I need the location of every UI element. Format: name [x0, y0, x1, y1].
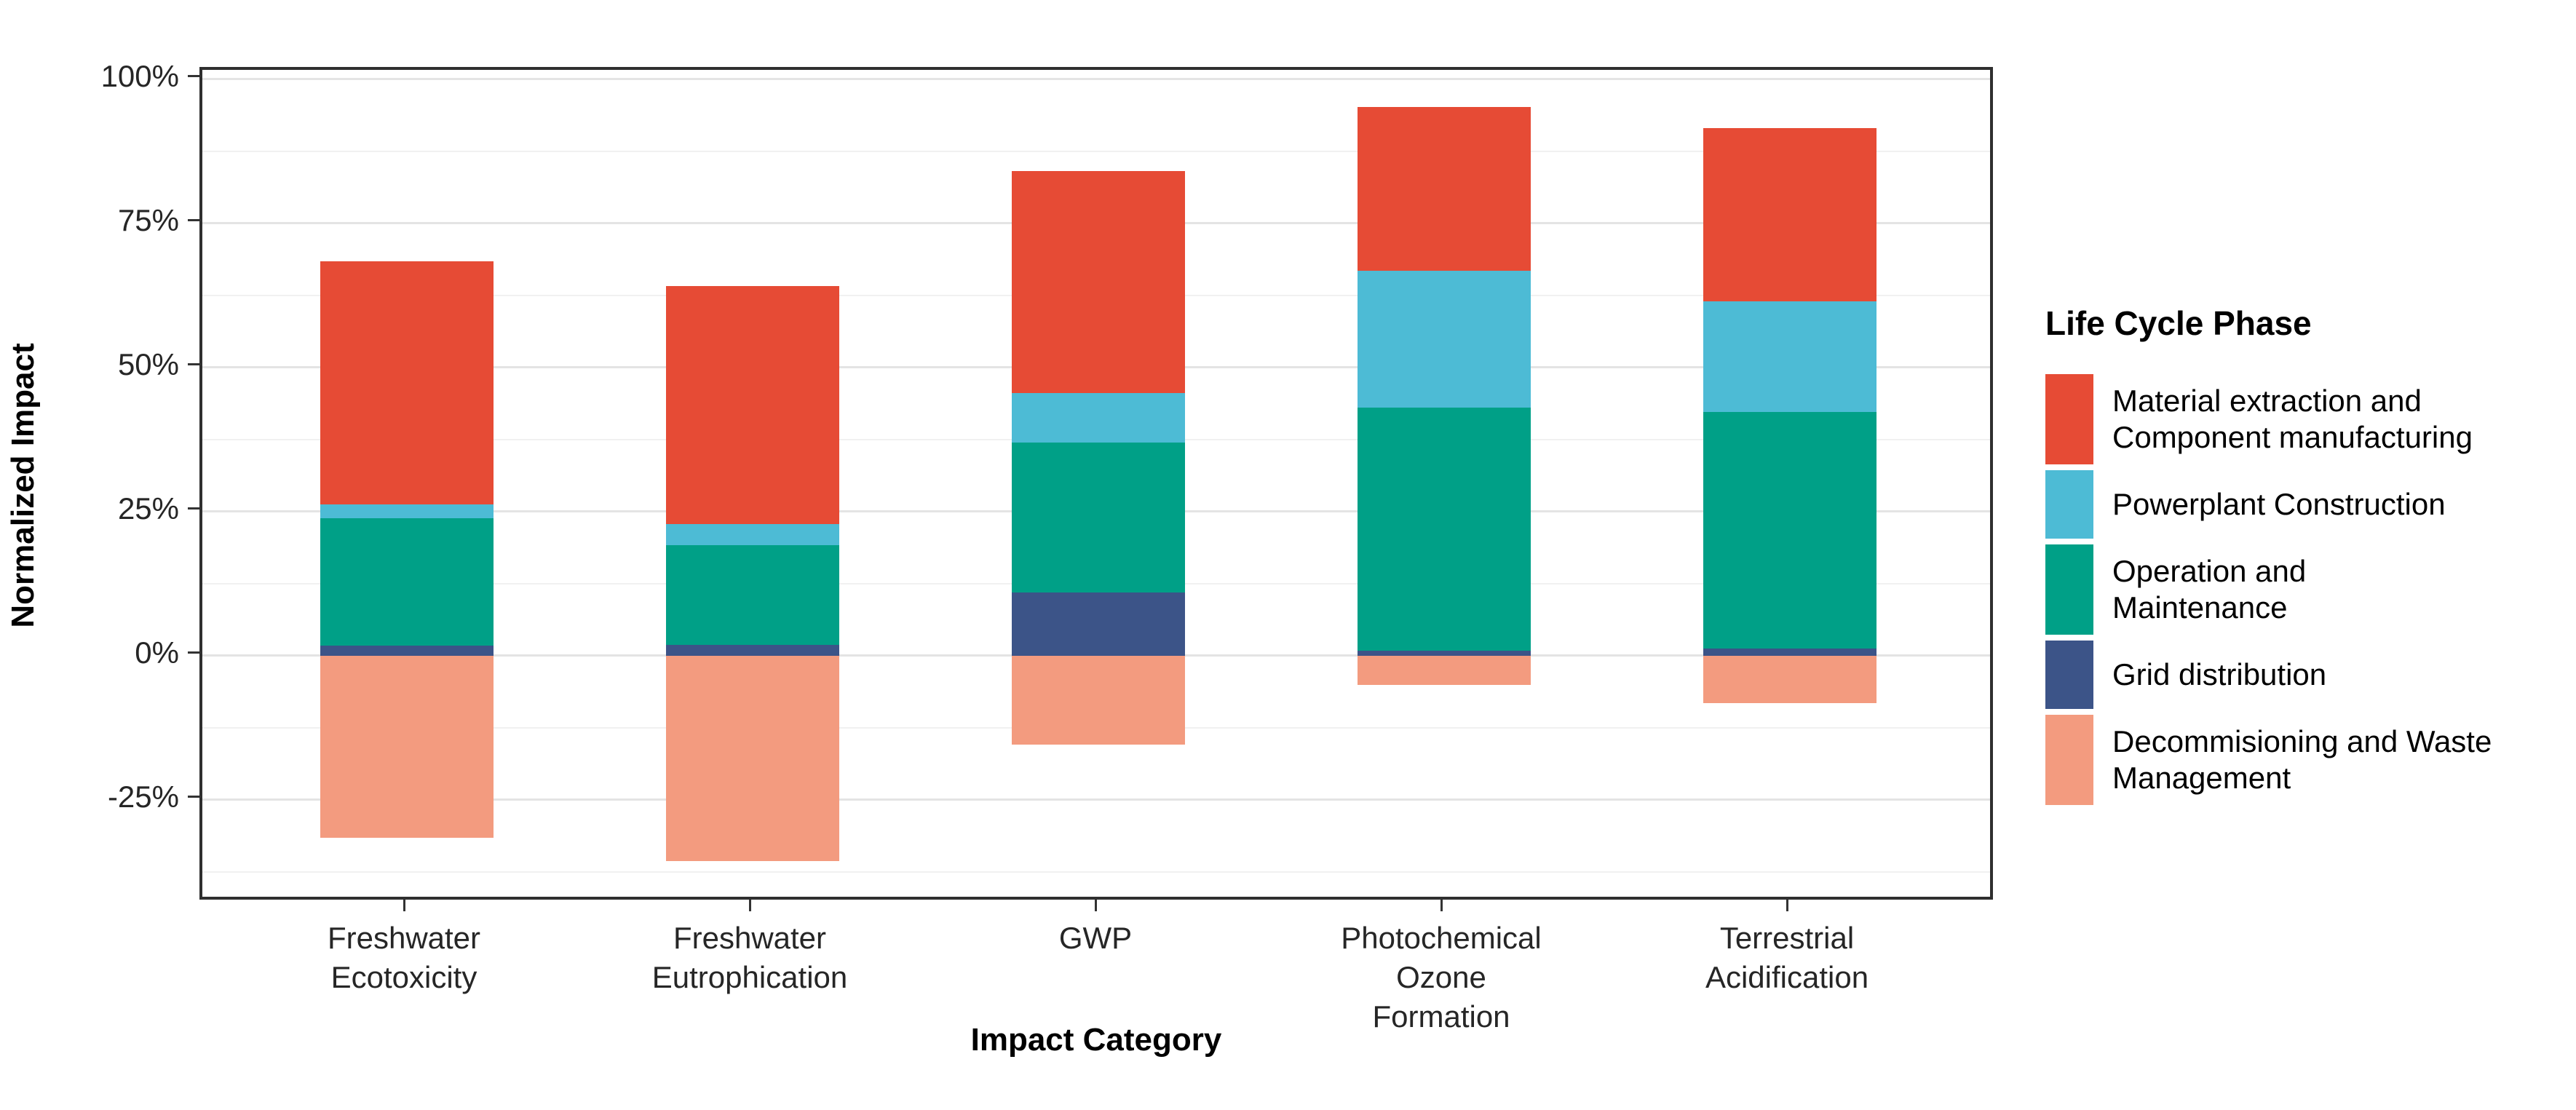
legend: Life Cycle Phase Material extraction and…	[2045, 304, 2569, 811]
bar-segment	[666, 524, 839, 545]
major-gridline	[202, 798, 1990, 801]
bar-segment	[1012, 393, 1185, 443]
y-axis-tick	[188, 75, 199, 78]
legend-label-line: Component manufacturing	[2112, 420, 2473, 454]
bar-segment	[1012, 655, 1185, 745]
legend-title: Life Cycle Phase	[2045, 304, 2312, 342]
x-tick-label: GWP	[906, 919, 1285, 958]
bar-segment	[1012, 171, 1185, 394]
bar-segment	[1358, 650, 1531, 656]
bar-segment	[666, 644, 839, 656]
bar-segment	[1358, 106, 1531, 271]
legend-swatch	[2045, 715, 2093, 805]
y-tick-label: 25%	[117, 491, 179, 526]
legend-label: Grid distribution	[2112, 641, 2326, 709]
x-tick-label-line: Photochemical	[1341, 921, 1542, 955]
y-axis-tick	[188, 796, 199, 798]
bar-segment	[1703, 128, 1876, 301]
bar-segment	[1703, 301, 1876, 412]
x-tick-label-line: Terrestrial	[1719, 921, 1855, 955]
x-tick-label-line: Ecotoxicity	[330, 960, 477, 994]
y-tick-label: -25%	[107, 779, 179, 814]
bar-segment	[666, 655, 839, 861]
x-tick-label: Photochemical Ozone Formation	[1252, 919, 1630, 1036]
bar-segment	[320, 261, 494, 504]
x-axis-tick	[1440, 900, 1443, 911]
legend-label-line: Operation and	[2112, 554, 2307, 588]
legend-swatch	[2045, 641, 2093, 709]
minor-gridline	[202, 150, 1990, 152]
y-axis-tick	[188, 363, 199, 366]
legend-label: Powerplant Construction	[2112, 470, 2446, 539]
x-tick-label-line: GWP	[1058, 921, 1133, 955]
legend-label-line: Decommisioning and Waste	[2112, 724, 2492, 758]
y-axis-tick	[188, 507, 199, 510]
legend-item: Grid distribution	[2045, 641, 2569, 709]
bar-segment	[320, 645, 494, 656]
x-axis-title: Impact Category	[970, 1022, 1222, 1058]
legend-item: Powerplant Construction	[2045, 470, 2569, 539]
y-axis-tick	[188, 219, 199, 222]
y-tick-label: 50%	[117, 346, 179, 381]
plot-panel	[199, 67, 1993, 900]
legend-label-line: Management	[2112, 761, 2291, 795]
x-tick-label: Freshwater Eutrophication	[560, 919, 939, 997]
legend-label-line: Grid distribution	[2112, 657, 2327, 691]
legend-items: Material extraction and Component manufac…	[2045, 374, 2569, 805]
legend-item: Decommisioning and Waste Management	[2045, 715, 2569, 805]
legend-label-line: Maintenance	[2112, 590, 2288, 625]
minor-gridline	[202, 871, 1990, 873]
legend-item: Material extraction and Component manufac…	[2045, 374, 2569, 464]
bar-segment	[320, 518, 494, 646]
bar-segment	[1358, 408, 1531, 651]
x-axis-tick	[403, 900, 405, 911]
legend-label-line: Powerplant Construction	[2112, 487, 2446, 521]
bar-segment	[666, 286, 839, 525]
y-tick-label: 75%	[117, 202, 179, 237]
legend-label-line: Material extraction and	[2112, 384, 2422, 418]
y-tick-label: 0%	[135, 635, 179, 670]
x-axis-tick	[1094, 900, 1097, 911]
y-tick-label: 100%	[100, 58, 179, 93]
legend-swatch	[2045, 544, 2093, 635]
legend-label: Decommisioning and Waste Management	[2112, 715, 2492, 805]
x-tick-label: Freshwater Ecotoxicity	[215, 919, 593, 997]
legend-item: Operation and Maintenance	[2045, 544, 2569, 635]
x-tick-label-line: Eutrophication	[651, 960, 848, 994]
bar-segment	[1703, 648, 1876, 656]
major-gridline	[202, 78, 1990, 81]
bar-segment	[320, 655, 494, 839]
bar-segment	[1012, 442, 1185, 592]
bar-segment	[1358, 655, 1531, 685]
x-axis-tick	[748, 900, 751, 911]
bar-segment	[1703, 655, 1876, 703]
bar-segment	[666, 544, 839, 645]
x-tick-label-line: Acidification	[1705, 960, 1869, 994]
bar-segment	[1012, 592, 1185, 656]
bar-segment	[320, 504, 494, 518]
y-axis-tick	[188, 651, 199, 654]
legend-swatch	[2045, 374, 2093, 464]
x-axis-tick	[1786, 900, 1788, 911]
legend-swatch	[2045, 470, 2093, 539]
bar-segment	[1703, 411, 1876, 649]
legend-label: Material extraction and Component manufac…	[2112, 374, 2473, 464]
x-tick-label-line: Ozone	[1396, 960, 1486, 994]
x-tick-label-line: Freshwater	[673, 921, 827, 955]
x-tick-label-line: Formation	[1372, 999, 1510, 1034]
x-tick-label: Terrestrial Acidification	[1598, 919, 1976, 997]
x-tick-label-line: Freshwater	[327, 921, 481, 955]
legend-label: Operation and Maintenance	[2112, 544, 2306, 635]
bar-segment	[1358, 270, 1531, 408]
